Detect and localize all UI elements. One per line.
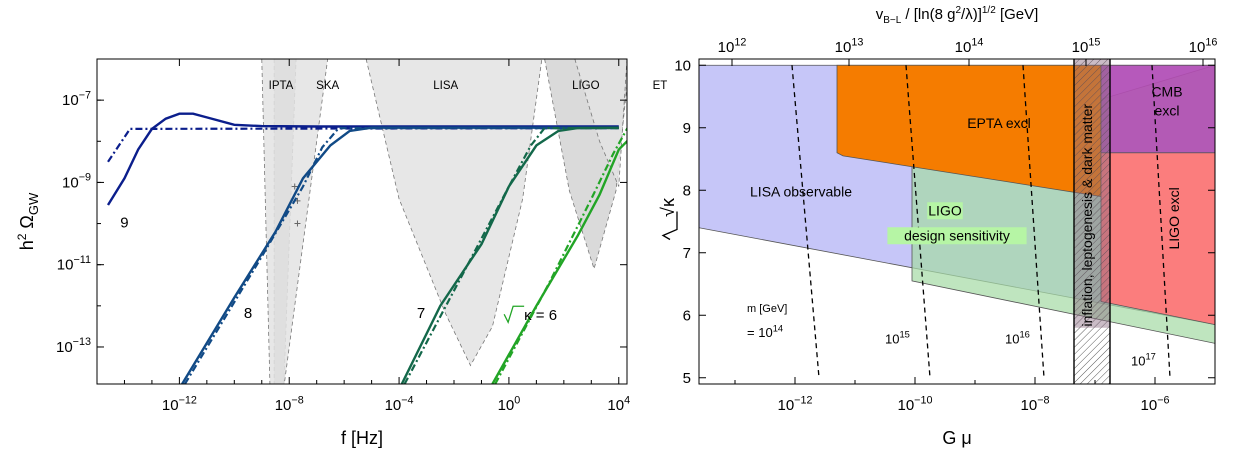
hatched-band-shade xyxy=(1074,59,1110,328)
y-tick-label: 10−11 xyxy=(57,254,91,274)
series-0-solid-line xyxy=(106,112,619,206)
sensitivity-region-lisa xyxy=(365,59,543,367)
mass-label-16: 1016 xyxy=(1005,330,1030,347)
x-tick-label: 10−8 xyxy=(1021,394,1050,414)
chart2-frame xyxy=(698,58,1216,385)
x-tick-label: 10−6 xyxy=(1141,394,1170,414)
mass-line-17 xyxy=(1151,65,1171,378)
y-tick-label: 7 xyxy=(683,245,691,262)
x-axis-label: G μ xyxy=(942,428,971,448)
series-0-dashdot-line xyxy=(107,127,619,163)
mass-label-15: 1015 xyxy=(885,330,910,347)
y-tick-label: 6 xyxy=(683,307,691,324)
mass-line-14 xyxy=(791,65,820,378)
curve-label-6: κ = 6 xyxy=(524,307,557,324)
top-tick-label: 1013 xyxy=(835,36,864,56)
mass-label-17: 1017 xyxy=(1131,351,1156,368)
region-label-ska: SKA xyxy=(316,80,339,92)
y-tick-label: 9 xyxy=(683,120,691,137)
region-label-3: design sensitivity xyxy=(904,227,1010,243)
region-label-7: inflation, leptogenesis & dark matter xyxy=(1079,104,1095,327)
y-tick-label: 10 xyxy=(674,57,691,74)
sqrt-symbol xyxy=(503,305,525,324)
curve-label-8: 8 xyxy=(244,305,252,322)
y-tick-label: 8 xyxy=(683,182,691,199)
curve-label-9: 9 xyxy=(120,215,128,232)
chart1-plot-area xyxy=(106,59,627,384)
region-label-et: ET xyxy=(653,80,668,92)
label-highlight xyxy=(927,202,963,220)
data-marker-2 xyxy=(294,220,301,227)
series-3-solid-line xyxy=(491,139,627,384)
x-tick-label: 10−8 xyxy=(275,394,304,414)
x-tick-label: 104 xyxy=(607,394,630,414)
chart1-frame xyxy=(96,58,628,385)
y-axis-label: √κ xyxy=(658,197,678,217)
region-label-2: LIGO xyxy=(928,202,962,218)
region-label-ipta: IPTA xyxy=(269,80,294,92)
parameter-space-chart: = 1014 1015 1016 1017 m [GeV] EPTA excl LISA o… xyxy=(658,5,1217,448)
y-axis-label: h2 ΩGW xyxy=(15,192,41,250)
sensitivity-region-ska xyxy=(261,59,329,384)
curve-label-7: 7 xyxy=(417,305,425,322)
top-tick-label: 1015 xyxy=(1072,36,1101,56)
top-tick-label: 1014 xyxy=(955,36,984,56)
region-epta-excl xyxy=(836,64,1102,197)
data-marker-0 xyxy=(291,183,298,190)
region-label-6: excl xyxy=(1155,102,1180,118)
hatched-band xyxy=(1074,59,1110,384)
y-tick-label: 10−13 xyxy=(56,336,91,356)
region-label-lisa: LISA xyxy=(433,80,458,92)
top-tick-label: 1016 xyxy=(1189,36,1218,56)
region-ligo-excl xyxy=(1100,152,1215,326)
region-label-4: LIGO excl xyxy=(1166,187,1182,249)
chart2-plot-area xyxy=(699,59,1215,384)
gw-spectrum-chart: IPTA SKA LISA LIGO ET 9 8 7 κ = 6 10−12 10−8 10−4 10… xyxy=(15,58,668,448)
x-tick-label: 100 xyxy=(498,394,521,414)
x-tick-label: 10−12 xyxy=(162,394,197,414)
mass-line-15 xyxy=(905,65,931,378)
x-axis-label: f [Hz] xyxy=(341,428,383,448)
y-tick-label: 5 xyxy=(683,370,691,387)
mass-label-14: = 1014 xyxy=(747,323,783,340)
y-tick-label: 10−7 xyxy=(62,89,91,109)
series-1-solid-line xyxy=(181,126,619,384)
mass-line-16 xyxy=(1022,65,1045,378)
x-tick-label: 10−4 xyxy=(385,394,414,414)
series-2-solid-line xyxy=(400,126,619,384)
region-label-ligo: LIGO xyxy=(572,80,600,92)
region-label-1: LISA observable xyxy=(750,184,852,200)
x-tick-label: 10−12 xyxy=(777,394,812,414)
region-label-0: EPTA excl xyxy=(967,115,1031,131)
top-axis-label: vB−L / [ln(8 g2/λ)]1/2 [GeV] xyxy=(876,5,1039,26)
y-tick-label: 10−9 xyxy=(62,172,91,192)
x-tick-label: 10−10 xyxy=(897,394,932,414)
region-label-5: CMB xyxy=(1151,84,1182,100)
series-2-dashdot-line xyxy=(403,127,619,384)
top-tick-label: 1012 xyxy=(718,36,747,56)
sqrt-symbol-axis xyxy=(661,211,678,241)
mass-title: m [GeV] xyxy=(747,303,787,315)
label-highlight xyxy=(887,227,1027,245)
